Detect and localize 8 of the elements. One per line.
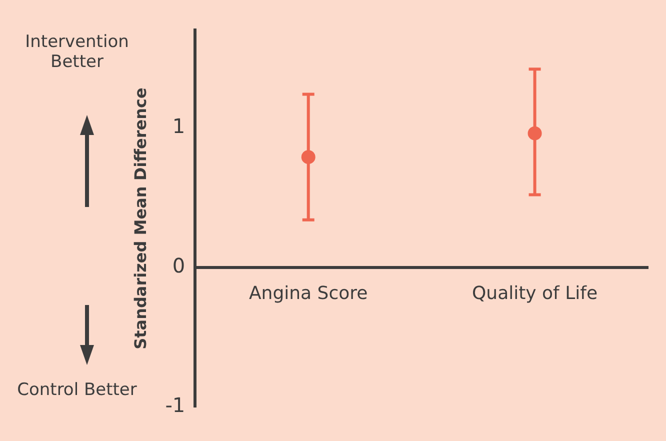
y-tick-label: -1 bbox=[165, 393, 186, 418]
y-tick-label: 1 bbox=[172, 114, 186, 138]
x-tick-label: Quality of Life bbox=[472, 282, 598, 304]
text: Intervention Better bbox=[24, 32, 130, 72]
text: Control Better bbox=[16, 380, 138, 400]
y-axis-title: Standarized Mean Difference bbox=[130, 87, 150, 350]
y-tick-label: 0 bbox=[172, 254, 186, 278]
x-tick-label: Angina Score bbox=[248, 282, 368, 304]
